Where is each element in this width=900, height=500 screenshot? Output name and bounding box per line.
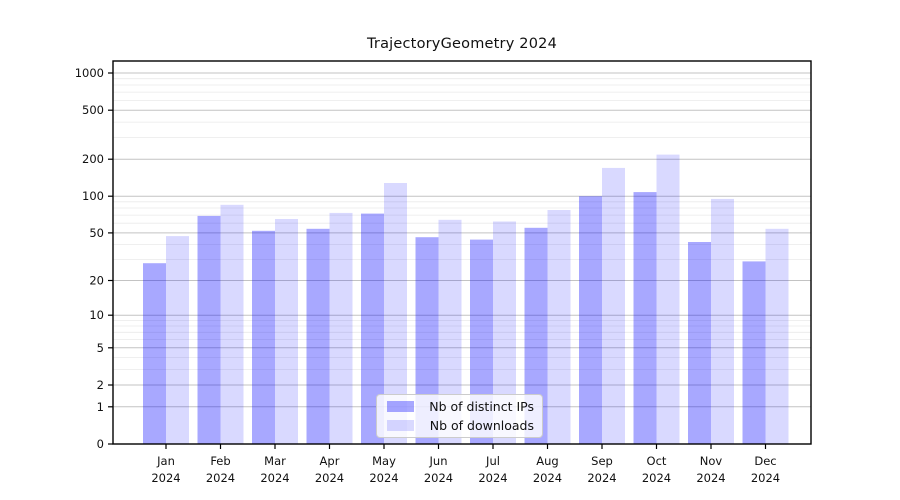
x-tick-label-year: 2024	[642, 471, 671, 485]
y-tick-label: 2	[97, 378, 104, 392]
bar-ips-jul	[470, 239, 493, 444]
bar-downloads-jan	[166, 236, 189, 444]
bar-downloads-mar	[275, 219, 298, 444]
legend-swatch-ips	[387, 401, 414, 412]
y-tick-label: 0	[97, 437, 104, 451]
bar-downloads-sep	[602, 167, 625, 444]
x-tick-label-month: Oct	[647, 454, 667, 468]
bar-downloads-aug	[547, 210, 571, 444]
x-tick-label-month: Jan	[156, 454, 175, 468]
bar-ips-may	[361, 213, 384, 444]
x-tick-label-year: 2024	[260, 471, 289, 485]
bar-downloads-feb	[220, 204, 244, 444]
x-tick-label-month: Dec	[754, 454, 776, 468]
bar-ips-jan	[143, 263, 166, 444]
x-tick-label-year: 2024	[151, 471, 180, 485]
x-tick-label-year: 2024	[587, 471, 616, 485]
bar-downloads-nov	[711, 198, 734, 444]
x-tick-label-month: Nov	[700, 454, 723, 468]
legend: Nb of distinct IPs Nb of downloads	[376, 394, 543, 438]
y-tick-label: 100	[82, 189, 104, 203]
bar-ips-oct	[633, 192, 657, 444]
x-tick-label-month: Mar	[264, 454, 286, 468]
x-tick-label-year: 2024	[206, 471, 235, 485]
y-tick-label: 500	[82, 103, 104, 117]
x-tick-label-year: 2024	[424, 471, 453, 485]
legend-label-ips: Nb of distinct IPs	[429, 399, 534, 414]
legend-label-downloads: Nb of downloads	[429, 418, 534, 433]
x-tick-label-month: Jun	[429, 454, 448, 468]
x-tick-label-year: 2024	[315, 471, 344, 485]
bar-ips-mar	[252, 230, 275, 444]
x-tick-label-year: 2024	[751, 471, 780, 485]
x-tick-label-month: Aug	[536, 454, 558, 468]
bar-ips-dec	[742, 261, 766, 444]
x-tick-label-year: 2024	[696, 471, 725, 485]
x-tick-label-year: 2024	[478, 471, 507, 485]
bar-ips-sep	[579, 196, 602, 444]
legend-swatch-downloads	[387, 420, 414, 431]
x-tick-label-year: 2024	[533, 471, 562, 485]
x-tick-label-month: Feb	[210, 454, 230, 468]
y-tick-label: 200	[82, 152, 104, 166]
y-tick-label: 1	[97, 400, 104, 414]
bar-downloads-oct	[656, 154, 680, 444]
legend-item-distinct-ips: Nb of distinct IPs	[387, 399, 534, 414]
axes-box	[112, 60, 812, 445]
x-tick-label-year: 2024	[369, 471, 398, 485]
x-tick-label-month: Jul	[485, 454, 500, 468]
y-tick-label: 5	[97, 341, 104, 355]
bar-downloads-jun	[438, 219, 462, 444]
bar-ips-aug	[524, 227, 548, 444]
x-tick-label-month: Apr	[320, 454, 340, 468]
x-tick-label-month: May	[372, 454, 396, 468]
x-tick-label-month: Sep	[591, 454, 613, 468]
legend-item-downloads: Nb of downloads	[387, 418, 534, 433]
y-tick-label: 50	[89, 226, 104, 240]
bar-ips-jun	[415, 237, 439, 444]
bar-downloads-may	[384, 183, 407, 444]
bar-ips-apr	[306, 228, 330, 444]
bar-downloads-apr	[329, 212, 353, 444]
bar-ips-feb	[197, 215, 221, 444]
y-tick-label: 1000	[75, 66, 104, 80]
chart-title: TrajectoryGeometry 2024	[366, 36, 557, 52]
y-tick-label: 20	[89, 274, 104, 288]
bar-downloads-jul	[493, 221, 516, 444]
bar-downloads-dec	[765, 228, 789, 444]
bar-ips-nov	[688, 242, 711, 444]
y-tick-label: 10	[89, 308, 104, 322]
